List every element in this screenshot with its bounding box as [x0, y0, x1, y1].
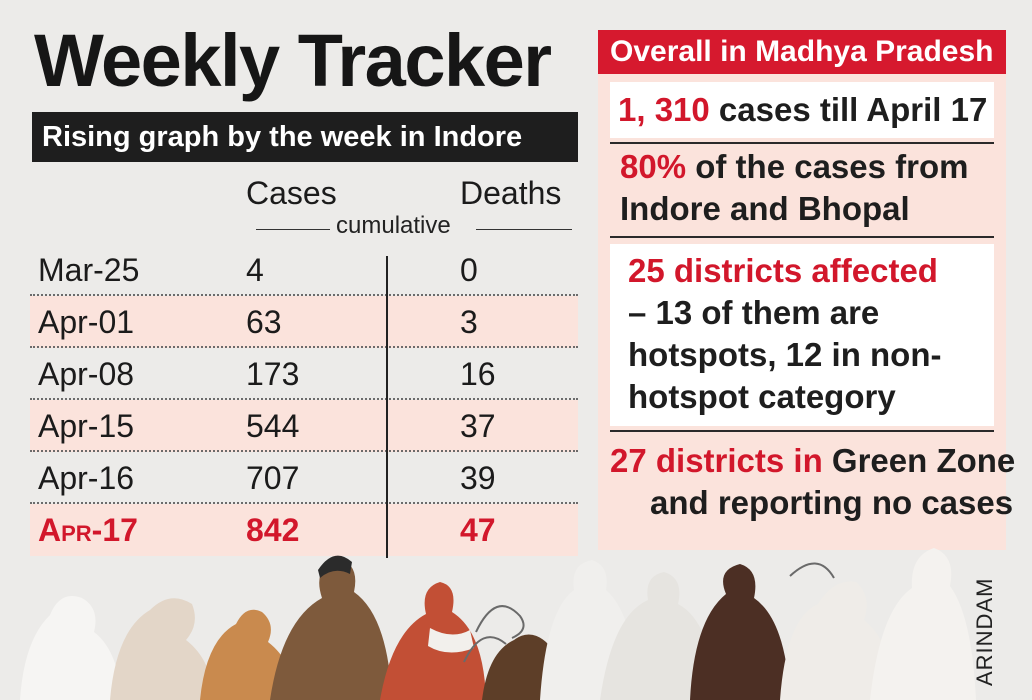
cumulative-rule-right [476, 229, 572, 230]
row-date: Apr-16 [38, 460, 135, 496]
panel-title: Overall in Madhya Pradesh [598, 30, 1006, 74]
row-date: Apr-08 [38, 356, 135, 392]
madhya-pradesh-panel: Overall in Madhya Pradesh 1, 310 cases t… [598, 30, 1015, 550]
row-cases: 544 [246, 408, 300, 444]
page-title: Weekly Tracker [34, 19, 552, 102]
table-row: Apr-01 63 3 [30, 296, 578, 348]
row-date: Mar-25 [38, 252, 140, 288]
row-date: Apr-15 [38, 408, 135, 444]
stat-share-text: of the cases from [686, 148, 969, 185]
row-date: Apr-17 [38, 512, 138, 548]
column-header-deaths: Deaths [460, 175, 562, 211]
ornament-swirls [463, 562, 835, 663]
crowd-illustration [20, 548, 976, 700]
table-row: Apr-08 173 16 [30, 348, 578, 400]
subtitle-bar: Rising graph by the week in Indore [32, 112, 578, 162]
artist-credit: ARINDAM [972, 577, 997, 686]
stat-districts-affected: 25 districts affected [628, 252, 938, 289]
stat-share-value: 80% [620, 148, 687, 185]
table-row: Apr-15 544 37 [30, 400, 578, 452]
row-cases: 707 [246, 460, 300, 496]
stat-green-zone-text: Green Zone [822, 442, 1016, 479]
stat-districts-line3: hotspot category [628, 378, 896, 415]
row-deaths: 47 [460, 512, 496, 548]
stat-box-3 [610, 244, 994, 426]
stat-divider [610, 430, 994, 432]
stat-cases-total: 1, 310 cases till April 17 [618, 89, 987, 131]
row-cases: 4 [246, 252, 264, 288]
table-row: Apr-16 707 39 [30, 452, 578, 504]
cumulative-note: cumulative [336, 212, 451, 239]
row-date: Apr-01 [38, 304, 135, 340]
row-deaths: 3 [460, 304, 478, 340]
table-row: Mar-25 4 0 [30, 244, 578, 296]
table-row-highlight: Apr-17 842 47 [30, 504, 578, 556]
row-deaths: 37 [460, 408, 496, 444]
row-deaths: 39 [460, 460, 496, 496]
weekly-tracker-section: Weekly Tracker Rising graph by the week … [30, 0, 582, 700]
row-deaths: 16 [460, 356, 496, 392]
stat-districts-line2: hotspots, 12 in non- [628, 336, 942, 373]
stat-divider [610, 236, 994, 238]
column-divider [386, 256, 388, 558]
row-deaths: 0 [460, 252, 478, 288]
stat-box-1 [610, 82, 994, 138]
column-header-cases: Cases [246, 175, 337, 211]
stat-share-line2: Indore and Bhopal [620, 190, 910, 227]
crowd-figures [20, 548, 976, 700]
cumulative-rule-left [256, 229, 330, 230]
row-cases: 173 [246, 356, 300, 392]
row-cases: 63 [246, 304, 282, 340]
stat-cases-total-text: cases till April 17 [709, 91, 988, 128]
row-cases: 842 [246, 512, 300, 548]
stat-cases-total-value: 1, 310 [618, 91, 710, 128]
stat-indore-bhopal-share: 80% of the cases from [620, 146, 968, 188]
stat-green-zone: 27 districts in Green Zone [610, 440, 1015, 482]
stat-green-zone-value: 27 districts in [610, 442, 823, 479]
stat-divider [610, 142, 994, 144]
stat-green-zone-line2: and reporting no cases [650, 484, 1014, 521]
stat-districts-line1: – 13 of them are [628, 294, 880, 331]
